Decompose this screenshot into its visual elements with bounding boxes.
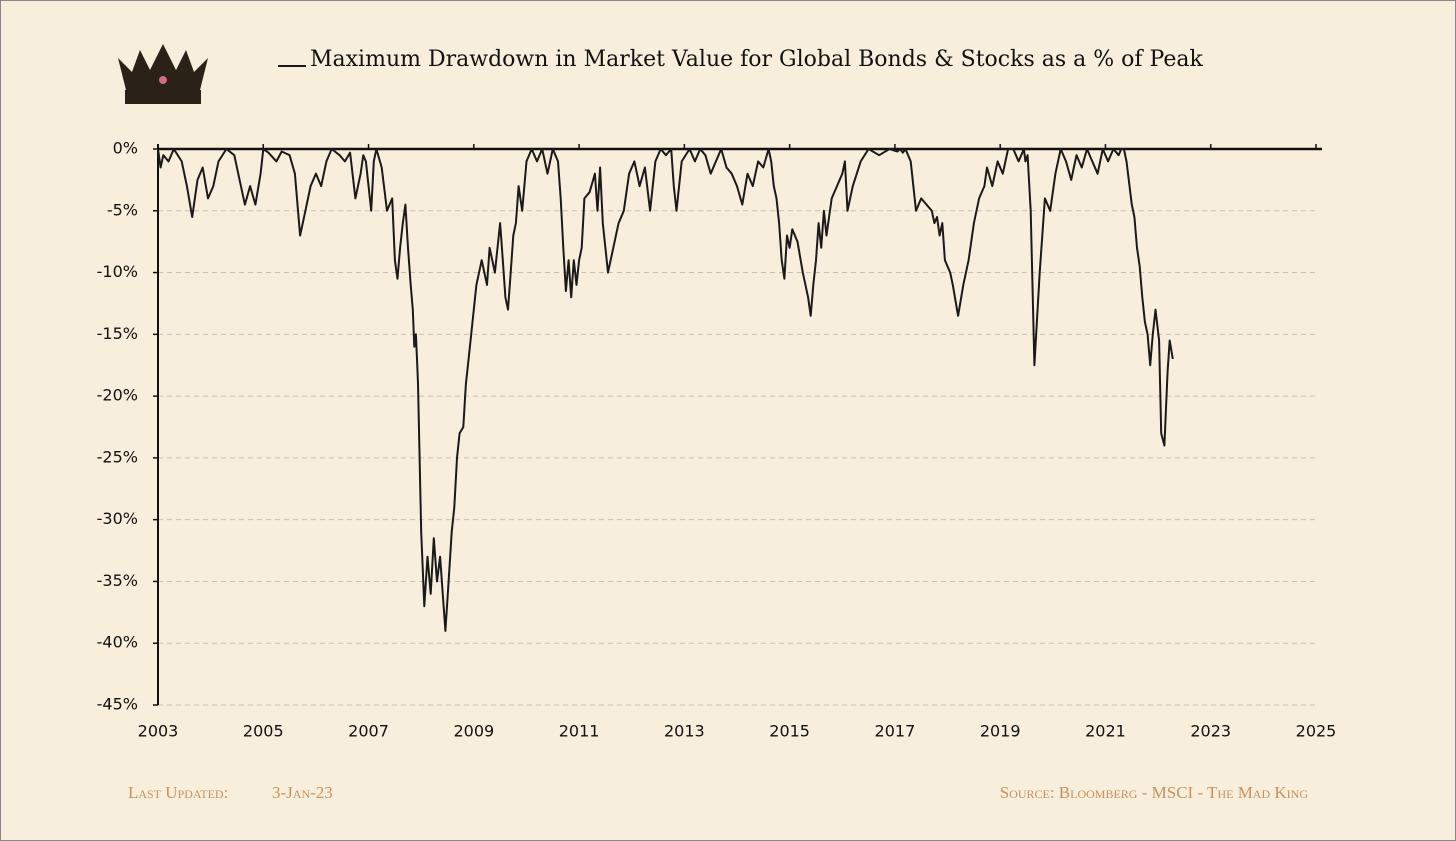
y-tick-label: -10%: [97, 262, 138, 281]
footer-label: Last Updated:: [128, 783, 228, 802]
footer-date: 3-Jan-23: [272, 783, 333, 802]
x-tick-label: 2013: [664, 722, 705, 741]
y-tick-label: -35%: [97, 571, 138, 590]
y-tick-label: -5%: [107, 200, 138, 219]
x-tick-label: 2009: [453, 722, 494, 741]
x-tick-label: 2007: [348, 722, 389, 741]
x-tick-label: 2005: [243, 722, 284, 741]
x-tick-label: 2019: [980, 722, 1021, 741]
x-tick-label: 2025: [1296, 722, 1337, 741]
x-tick-label: 2003: [138, 722, 179, 741]
y-tick-label: 0%: [113, 139, 138, 158]
legend-label: Maximum Drawdown in Market Value for Glo…: [310, 47, 1203, 72]
footer-source: Source: Bloomberg - MSCI - The Mad King: [1000, 783, 1309, 802]
y-tick-label: -25%: [97, 447, 138, 466]
y-tick-label: -30%: [97, 509, 138, 528]
x-tick-label: 2017: [875, 722, 916, 741]
x-tick-label: 2011: [559, 722, 600, 741]
y-tick-label: -45%: [97, 695, 138, 714]
x-tick-label: 2023: [1190, 722, 1231, 741]
series-line: [157, 148, 1174, 632]
crown-logo: [118, 44, 208, 104]
x-tick-label: 2015: [769, 722, 810, 741]
y-tick-label: -15%: [97, 324, 138, 343]
x-tick-label: 2021: [1085, 722, 1126, 741]
y-tick-label: -20%: [97, 386, 138, 405]
y-tick-label: -40%: [97, 633, 138, 652]
